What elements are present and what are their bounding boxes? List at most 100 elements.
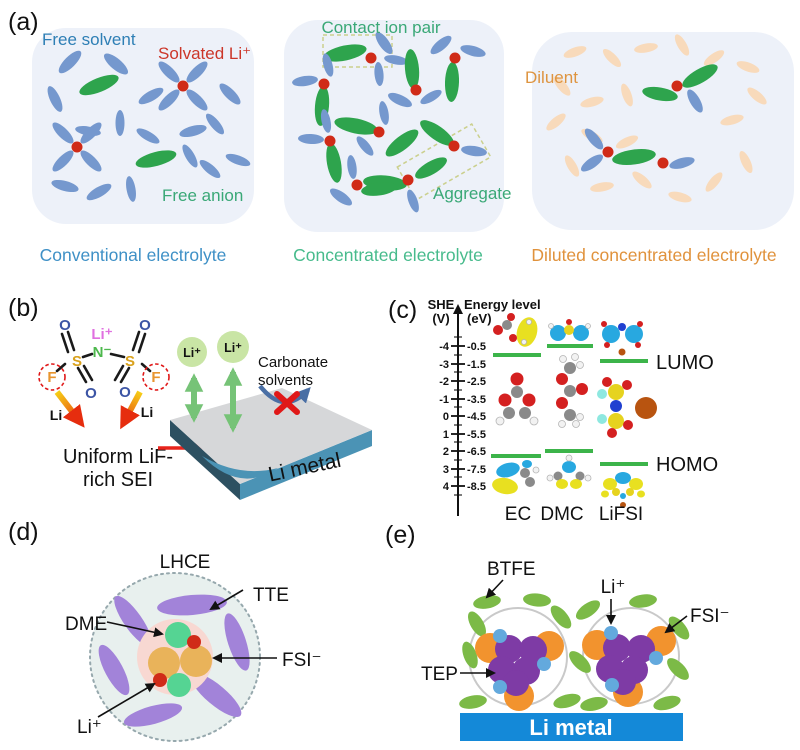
svg-text:-1: -1 [439,394,449,406]
lif-formation-arrow [54,390,85,428]
fluorine-highlight-circle [142,363,170,391]
ec-molecule [495,372,539,426]
svg-text:-8.5: -8.5 [467,481,486,493]
svg-text:-2.5: -2.5 [467,376,486,388]
svg-text:-3.5: -3.5 [467,394,486,406]
fluorine-atom: F [47,369,56,386]
li-pointer [97,682,156,718]
svg-text:0: 0 [443,411,449,423]
dme-molecule [167,673,191,697]
li-label: Li [50,407,62,423]
concentrated-clusters [292,31,492,213]
free-anion-molecules [79,74,177,168]
lhce-solvation-shell [89,572,261,742]
ev-axis-unit: (eV) [467,311,492,326]
fluorine-atom: F [151,369,160,386]
li-metal-label: Li metal [529,715,612,740]
svg-text:4: 4 [443,481,450,493]
nitrogen-atom: N⁻ [93,344,112,361]
diluent-label: Diluent [525,68,578,87]
aggregate-box [396,123,492,201]
lifsi-molecule [597,377,657,438]
she-axis-title: SHE [428,297,455,312]
solvated-li-cluster [158,61,208,111]
localized-solvation-structures [459,593,690,711]
she-axis-unit: (V) [432,311,449,326]
diluted-electrolyte-panel-bg [532,32,794,230]
svg-text:1: 1 [443,429,449,441]
fsi-pointer [664,615,688,634]
dmc-lumo-orbital [548,319,591,341]
solvated-li-label: Solvated Li⁺ [158,44,251,63]
btfe-molecules [459,593,690,711]
svg-text:-6.5: -6.5 [467,446,486,458]
fluorine-highlight-circle [38,363,66,391]
uniform-sei-label-line2: rich SEI [83,469,153,491]
free-solvent-label: Free solvent [42,30,136,49]
svg-text:-0.5: -0.5 [467,341,486,353]
ec-label: EC [505,504,531,525]
blocked-x-icon [274,391,300,415]
dmc-homo-orbital [546,454,592,489]
sulfur-atom: S [125,353,135,370]
axis-ticks [451,336,465,496]
li-ion-sphere: Li⁺ [177,337,207,367]
ev-tick-labels: -0.5 -1.5 -2.5 -3.5 -4.5 -5.5 -6.5 -7.5 … [467,341,486,493]
fsi-label: FSI⁻ [282,650,322,671]
li-label: Li⁺ [601,577,626,598]
energy-levels [491,344,648,466]
dme-pointer [106,621,164,638]
fsi-anion [148,647,180,679]
contact-ion-pair-label: Contact ion pair [321,18,440,37]
dme-label: DME [65,614,107,635]
svg-text:-2: -2 [439,376,449,388]
oxygen-atom: O [139,317,151,334]
tte-pointer [209,589,244,611]
svg-text:-3: -3 [439,359,449,371]
li-metal-slab: Li metal [170,388,372,500]
ev-axis-title: Energy level [464,297,541,312]
conventional-caption: Conventional electrolyte [40,245,227,265]
oxygen-atom: O [59,317,71,334]
aggregate-label: Aggregate [433,184,511,203]
svg-text:2: 2 [443,446,449,458]
diluted-caption: Diluted concentrated electrolyte [531,245,776,265]
dmc-label: DMC [540,504,583,525]
panel-a-tag: (a) [8,8,39,36]
ec-homo-orbital [492,460,540,495]
tte-label: TTE [253,585,289,606]
lifsi-lumo-orbital [601,321,643,356]
li-cation-label: Li⁺ [91,326,112,343]
btfe-pointer [485,579,504,599]
lifsi-homo-orbital [601,472,645,508]
svg-text:-4.5: -4.5 [467,411,486,423]
dmc-molecule [556,353,588,428]
carbonate-label-line1: Carbonate [258,354,328,371]
solvated-li-cluster [52,122,102,172]
lif-formation-arrow [120,390,143,430]
panel-e-tag: (e) [385,521,416,549]
homo-label: HOMO [656,454,718,476]
svg-text:-7.5: -7.5 [467,464,486,476]
svg-text:-4: -4 [439,341,450,353]
svg-text:-1.5: -1.5 [467,359,486,371]
btfe-label: BTFE [487,559,536,580]
li-ion-label: Li⁺ [224,341,242,355]
dme-molecule [165,622,191,648]
li-ion [187,635,201,649]
lumo-label: LUMO [656,352,714,374]
li-ion [153,673,167,687]
panel-c-tag: (c) [388,296,417,324]
li-ion-sphere: Li⁺ [217,331,249,363]
li-ion-label: Li⁺ [183,346,201,360]
lhce-label: LHCE [160,552,211,573]
solvation-cluster-2 [582,626,676,707]
concentrated-caption: Concentrated electrolyte [293,245,483,265]
carbonate-label-line2: solvents [258,372,313,389]
li-label: Li [141,404,153,420]
sulfur-atom: S [72,353,82,370]
panel-d-tag: (d) [8,518,39,546]
fsi-label: FSI⁻ [690,606,730,627]
oxygen-atom: O [85,385,97,402]
solvation-cluster-1 [475,629,564,711]
